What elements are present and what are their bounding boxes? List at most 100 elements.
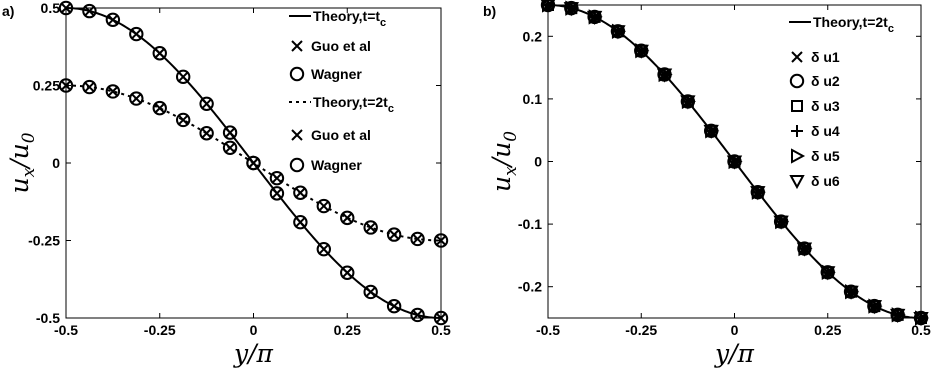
data-point xyxy=(411,233,424,245)
data-point xyxy=(913,312,929,326)
legend-label: δ u3 xyxy=(811,98,840,114)
legend-marker xyxy=(291,129,303,141)
data-point xyxy=(386,299,402,314)
legend-marker xyxy=(289,157,305,173)
data-point xyxy=(293,185,308,200)
x-tick-label: -0.25 xyxy=(144,322,176,338)
data-point xyxy=(175,69,191,85)
data-point xyxy=(269,170,285,186)
legend-label: Theory,t=2tc xyxy=(313,94,394,115)
panel-a: -0.5 -0.25 0 0.25 0.5 -0.5 -0.25 0 0.25 0.5 y/π ux/… xyxy=(2,0,451,368)
data-point xyxy=(152,100,167,116)
data-point xyxy=(318,243,330,255)
panel-b: -0.5 -0.25 0 0.25 0.5 -0.2 -0.1 0 0.1 0.2 y/π ux/u0… xyxy=(483,0,931,368)
data-point xyxy=(410,307,425,323)
x-axis-label: y/π xyxy=(714,339,755,368)
data-point xyxy=(340,265,355,280)
legend-marker xyxy=(789,73,805,89)
data-point xyxy=(107,14,119,26)
data-point xyxy=(177,114,189,126)
y-tick-label: 0 xyxy=(534,154,542,170)
y-tick-label: 0.1 xyxy=(523,91,543,107)
x-tick-label: 0.25 xyxy=(334,322,361,338)
data-point xyxy=(199,126,214,141)
data-point xyxy=(247,157,260,169)
data-point xyxy=(129,91,144,106)
data-point xyxy=(388,228,400,241)
legend-marker xyxy=(791,125,803,137)
data-point xyxy=(890,308,906,323)
data-point xyxy=(341,212,353,224)
x-tick-label: 0 xyxy=(731,322,739,338)
data-point xyxy=(82,3,97,19)
data-point xyxy=(177,71,189,83)
y-tick-label: 0.5 xyxy=(41,0,61,16)
data-point xyxy=(656,68,673,83)
data-point xyxy=(843,285,859,300)
x-tick-label: 0.5 xyxy=(911,322,931,338)
panel-label: b) xyxy=(483,3,496,19)
panel-label: a) xyxy=(2,3,14,19)
legend: Theory,t=tc Guo et al Wagner Theory,t=2tc Gu… xyxy=(289,8,394,173)
y-tick-label: -0.2 xyxy=(518,279,542,295)
data-point xyxy=(586,10,603,25)
data-point xyxy=(433,233,449,248)
y-axis-label: ux/u0 xyxy=(5,132,39,193)
x-axis-label: y/π xyxy=(233,339,274,368)
data-point xyxy=(60,79,72,92)
y-tick-label: 0.2 xyxy=(523,28,543,44)
data-point xyxy=(269,186,285,201)
legend-marker xyxy=(791,51,803,63)
data-point xyxy=(433,310,449,326)
legend-marker xyxy=(789,175,805,190)
data-point xyxy=(58,78,74,93)
x-tick-label: 0 xyxy=(250,322,258,338)
data-point xyxy=(224,142,236,154)
data-point xyxy=(340,210,355,226)
data-point xyxy=(152,46,167,61)
legend-label: δ u1 xyxy=(811,49,840,65)
data-point xyxy=(199,96,214,111)
data-point xyxy=(107,85,119,98)
data-point xyxy=(363,284,378,300)
legend-label: Theory,t=2tc xyxy=(813,14,894,35)
data-point xyxy=(222,140,238,156)
data-point xyxy=(820,266,836,281)
x-tick-label: 0.25 xyxy=(814,322,841,338)
plot-area xyxy=(540,0,929,326)
legend-marker xyxy=(791,100,803,112)
data-point xyxy=(610,25,626,40)
data-point xyxy=(83,5,96,17)
legend-label: Guo et al xyxy=(311,38,371,54)
legend-label: δ u6 xyxy=(811,173,840,189)
legend: Theory,t=2tc δ u1 δ u2 δ u3 δ u4 δ u5 δ u6 xyxy=(789,14,894,190)
data-point xyxy=(154,47,166,59)
data-point xyxy=(105,84,121,99)
data-point xyxy=(773,215,789,230)
data-point xyxy=(435,312,447,324)
data-point xyxy=(866,300,883,315)
data-point xyxy=(293,215,308,230)
x-tick-label: 0.5 xyxy=(431,322,451,338)
data-point xyxy=(271,187,283,200)
data-point xyxy=(130,28,143,40)
data-point xyxy=(200,98,213,110)
legend-label: δ u5 xyxy=(811,148,840,164)
data-point xyxy=(224,126,236,139)
data-point xyxy=(563,2,579,17)
data-point xyxy=(154,102,166,114)
legend-label: Wagner xyxy=(311,66,362,82)
data-point xyxy=(316,241,332,257)
data-point xyxy=(246,155,261,171)
data-point xyxy=(680,95,696,110)
data-point xyxy=(411,309,424,321)
data-point xyxy=(341,267,353,279)
y-tick-label: -0.25 xyxy=(28,233,60,249)
x-tick-label: -0.5 xyxy=(536,322,560,338)
data-point xyxy=(703,124,719,139)
legend-marker xyxy=(289,66,305,82)
y-tick-label: -0.5 xyxy=(36,310,60,326)
data-point xyxy=(60,2,72,14)
legend-label: Wagner xyxy=(311,157,362,173)
